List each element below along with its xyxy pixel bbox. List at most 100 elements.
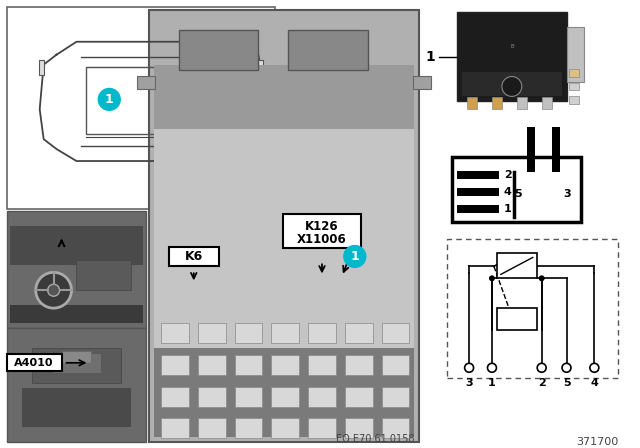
Bar bbox=[7, 211, 146, 328]
Bar bbox=[345, 387, 372, 406]
Circle shape bbox=[47, 284, 60, 296]
Bar bbox=[527, 127, 534, 172]
Text: 5: 5 bbox=[514, 189, 522, 199]
Circle shape bbox=[36, 272, 72, 308]
Text: 1: 1 bbox=[426, 50, 435, 64]
Bar bbox=[161, 323, 189, 343]
Bar bbox=[7, 7, 275, 209]
Text: K126: K126 bbox=[305, 220, 339, 233]
Bar bbox=[61, 351, 92, 363]
Bar bbox=[271, 387, 299, 406]
Bar bbox=[271, 418, 299, 438]
Bar bbox=[345, 355, 372, 375]
Bar bbox=[497, 308, 537, 330]
Circle shape bbox=[489, 276, 495, 281]
Circle shape bbox=[502, 77, 522, 96]
Bar bbox=[570, 96, 579, 104]
Bar bbox=[179, 30, 259, 69]
Bar bbox=[467, 97, 477, 109]
Bar bbox=[76, 260, 131, 290]
Bar bbox=[570, 82, 579, 90]
Bar bbox=[570, 69, 579, 77]
Circle shape bbox=[465, 363, 474, 372]
Bar bbox=[552, 127, 559, 172]
Bar bbox=[234, 387, 262, 406]
Text: 2: 2 bbox=[538, 378, 545, 388]
Text: 4: 4 bbox=[591, 378, 598, 388]
Bar bbox=[259, 60, 263, 74]
Text: 1: 1 bbox=[488, 378, 496, 388]
Bar bbox=[288, 30, 368, 69]
Bar bbox=[7, 354, 61, 371]
Circle shape bbox=[562, 363, 571, 372]
Bar bbox=[154, 65, 415, 129]
Bar bbox=[86, 67, 234, 134]
Circle shape bbox=[488, 363, 497, 372]
Bar bbox=[497, 254, 537, 278]
Circle shape bbox=[539, 276, 545, 281]
Bar bbox=[154, 348, 415, 437]
Bar bbox=[457, 188, 499, 196]
Bar bbox=[457, 205, 499, 213]
Bar bbox=[308, 418, 336, 438]
Text: 1: 1 bbox=[504, 204, 511, 214]
Text: 5: 5 bbox=[563, 378, 570, 388]
Bar bbox=[447, 238, 618, 378]
Bar bbox=[452, 157, 581, 222]
Bar bbox=[345, 418, 372, 438]
Text: B: B bbox=[510, 44, 514, 49]
Bar bbox=[161, 355, 189, 375]
Bar bbox=[345, 323, 372, 343]
Bar bbox=[271, 323, 299, 343]
Bar bbox=[517, 97, 527, 109]
Bar bbox=[541, 97, 552, 109]
Bar bbox=[154, 129, 415, 348]
Text: A4010: A4010 bbox=[14, 358, 54, 368]
Text: 1: 1 bbox=[351, 250, 359, 263]
Bar bbox=[381, 387, 410, 406]
Bar bbox=[198, 418, 225, 438]
Text: EO E70 61 0158: EO E70 61 0158 bbox=[336, 435, 415, 444]
Text: 3: 3 bbox=[465, 378, 473, 388]
Bar bbox=[38, 60, 44, 74]
Bar bbox=[169, 246, 219, 267]
Bar bbox=[161, 387, 189, 406]
Text: 371700: 371700 bbox=[576, 437, 618, 448]
Bar bbox=[7, 328, 146, 442]
Bar bbox=[234, 323, 262, 343]
Text: K6: K6 bbox=[184, 250, 203, 263]
Bar bbox=[234, 418, 262, 438]
Bar bbox=[234, 355, 262, 375]
Circle shape bbox=[537, 363, 546, 372]
Bar bbox=[149, 10, 419, 442]
Bar bbox=[308, 355, 336, 375]
Bar bbox=[32, 348, 121, 383]
Bar bbox=[284, 214, 361, 249]
Bar bbox=[492, 97, 502, 109]
Text: 4: 4 bbox=[504, 187, 512, 197]
Bar bbox=[381, 418, 410, 438]
Bar bbox=[52, 353, 101, 373]
Bar bbox=[566, 27, 584, 82]
Bar bbox=[198, 387, 225, 406]
Bar bbox=[308, 387, 336, 406]
Bar bbox=[10, 226, 143, 265]
Bar bbox=[198, 355, 225, 375]
Bar bbox=[381, 355, 410, 375]
Bar bbox=[10, 305, 143, 323]
Bar bbox=[22, 388, 131, 427]
Text: 2: 2 bbox=[504, 170, 511, 180]
Circle shape bbox=[99, 88, 120, 110]
Bar bbox=[198, 323, 225, 343]
Text: 1: 1 bbox=[105, 93, 114, 106]
Bar bbox=[137, 76, 155, 90]
Bar bbox=[413, 76, 431, 90]
Bar bbox=[457, 12, 566, 101]
Circle shape bbox=[590, 363, 599, 372]
Bar bbox=[381, 323, 410, 343]
Bar bbox=[457, 171, 499, 179]
Bar bbox=[308, 323, 336, 343]
Bar bbox=[161, 418, 189, 438]
Text: X11006: X11006 bbox=[297, 233, 347, 246]
Bar bbox=[271, 355, 299, 375]
